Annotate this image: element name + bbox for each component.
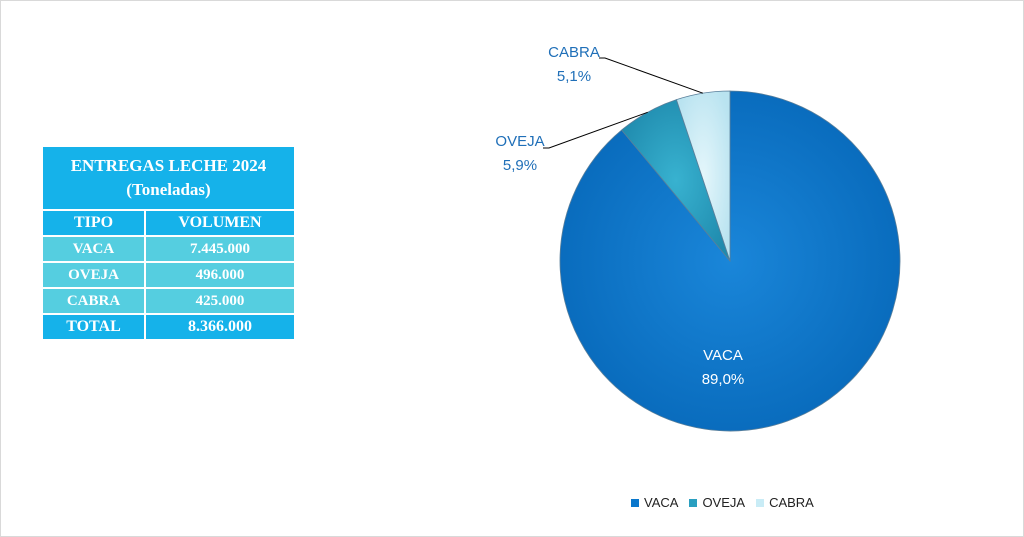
deliveries-table: ENTREGAS LECHE 2024 (Toneladas) TIPO VOL… bbox=[41, 145, 296, 341]
total-value: 8.366.000 bbox=[146, 315, 294, 339]
row-tipo: CABRA bbox=[43, 289, 144, 313]
legend-item-oveja: OVEJA bbox=[689, 495, 745, 510]
pie-label-cabra: CABRA bbox=[548, 44, 600, 61]
legend-label-oveja: OVEJA bbox=[702, 495, 746, 510]
table-row: OVEJA 496.000 bbox=[43, 263, 294, 287]
legend-item-cabra: CABRA bbox=[756, 495, 814, 510]
pie-label-oveja: OVEJA bbox=[495, 133, 544, 150]
legend-swatch-vaca bbox=[631, 498, 639, 507]
header-volumen: VOLUMEN bbox=[146, 211, 294, 235]
leader-line-oveja bbox=[543, 111, 648, 149]
table-title-line2: (Toneladas) bbox=[126, 180, 211, 199]
pie-slice-vaca bbox=[559, 90, 901, 432]
header-tipo: TIPO bbox=[43, 211, 144, 235]
legend-swatch-cabra bbox=[756, 498, 765, 507]
chart-legend: VACA OVEJA CABRA bbox=[631, 495, 825, 510]
row-volumen: 425.000 bbox=[146, 289, 294, 313]
pie-label-vaca: VACA bbox=[703, 347, 743, 364]
table-row: VACA 7.445.000 bbox=[43, 237, 294, 261]
legend-swatch-oveja bbox=[689, 498, 698, 507]
row-tipo: VACA bbox=[43, 237, 144, 261]
pie-value-vaca: 89,0% bbox=[702, 371, 745, 388]
table-title-line1: ENTREGAS LECHE 2024 bbox=[70, 156, 267, 175]
legend-item-vaca: VACA bbox=[631, 495, 678, 510]
table-total-row: TOTAL 8.366.000 bbox=[43, 315, 294, 339]
leader-line-cabra bbox=[599, 57, 704, 94]
row-tipo: OVEJA bbox=[43, 263, 144, 287]
row-volumen: 496.000 bbox=[146, 263, 294, 287]
pie-value-oveja: 5,9% bbox=[503, 157, 537, 174]
pie-value-cabra: 5,1% bbox=[557, 68, 591, 85]
total-label: TOTAL bbox=[43, 315, 144, 339]
legend-label-cabra: CABRA bbox=[769, 495, 814, 510]
table-row: CABRA 425.000 bbox=[43, 289, 294, 313]
row-volumen: 7.445.000 bbox=[146, 237, 294, 261]
table-title: ENTREGAS LECHE 2024 (Toneladas) bbox=[43, 147, 294, 209]
legend-label-vaca: VACA bbox=[644, 495, 679, 510]
